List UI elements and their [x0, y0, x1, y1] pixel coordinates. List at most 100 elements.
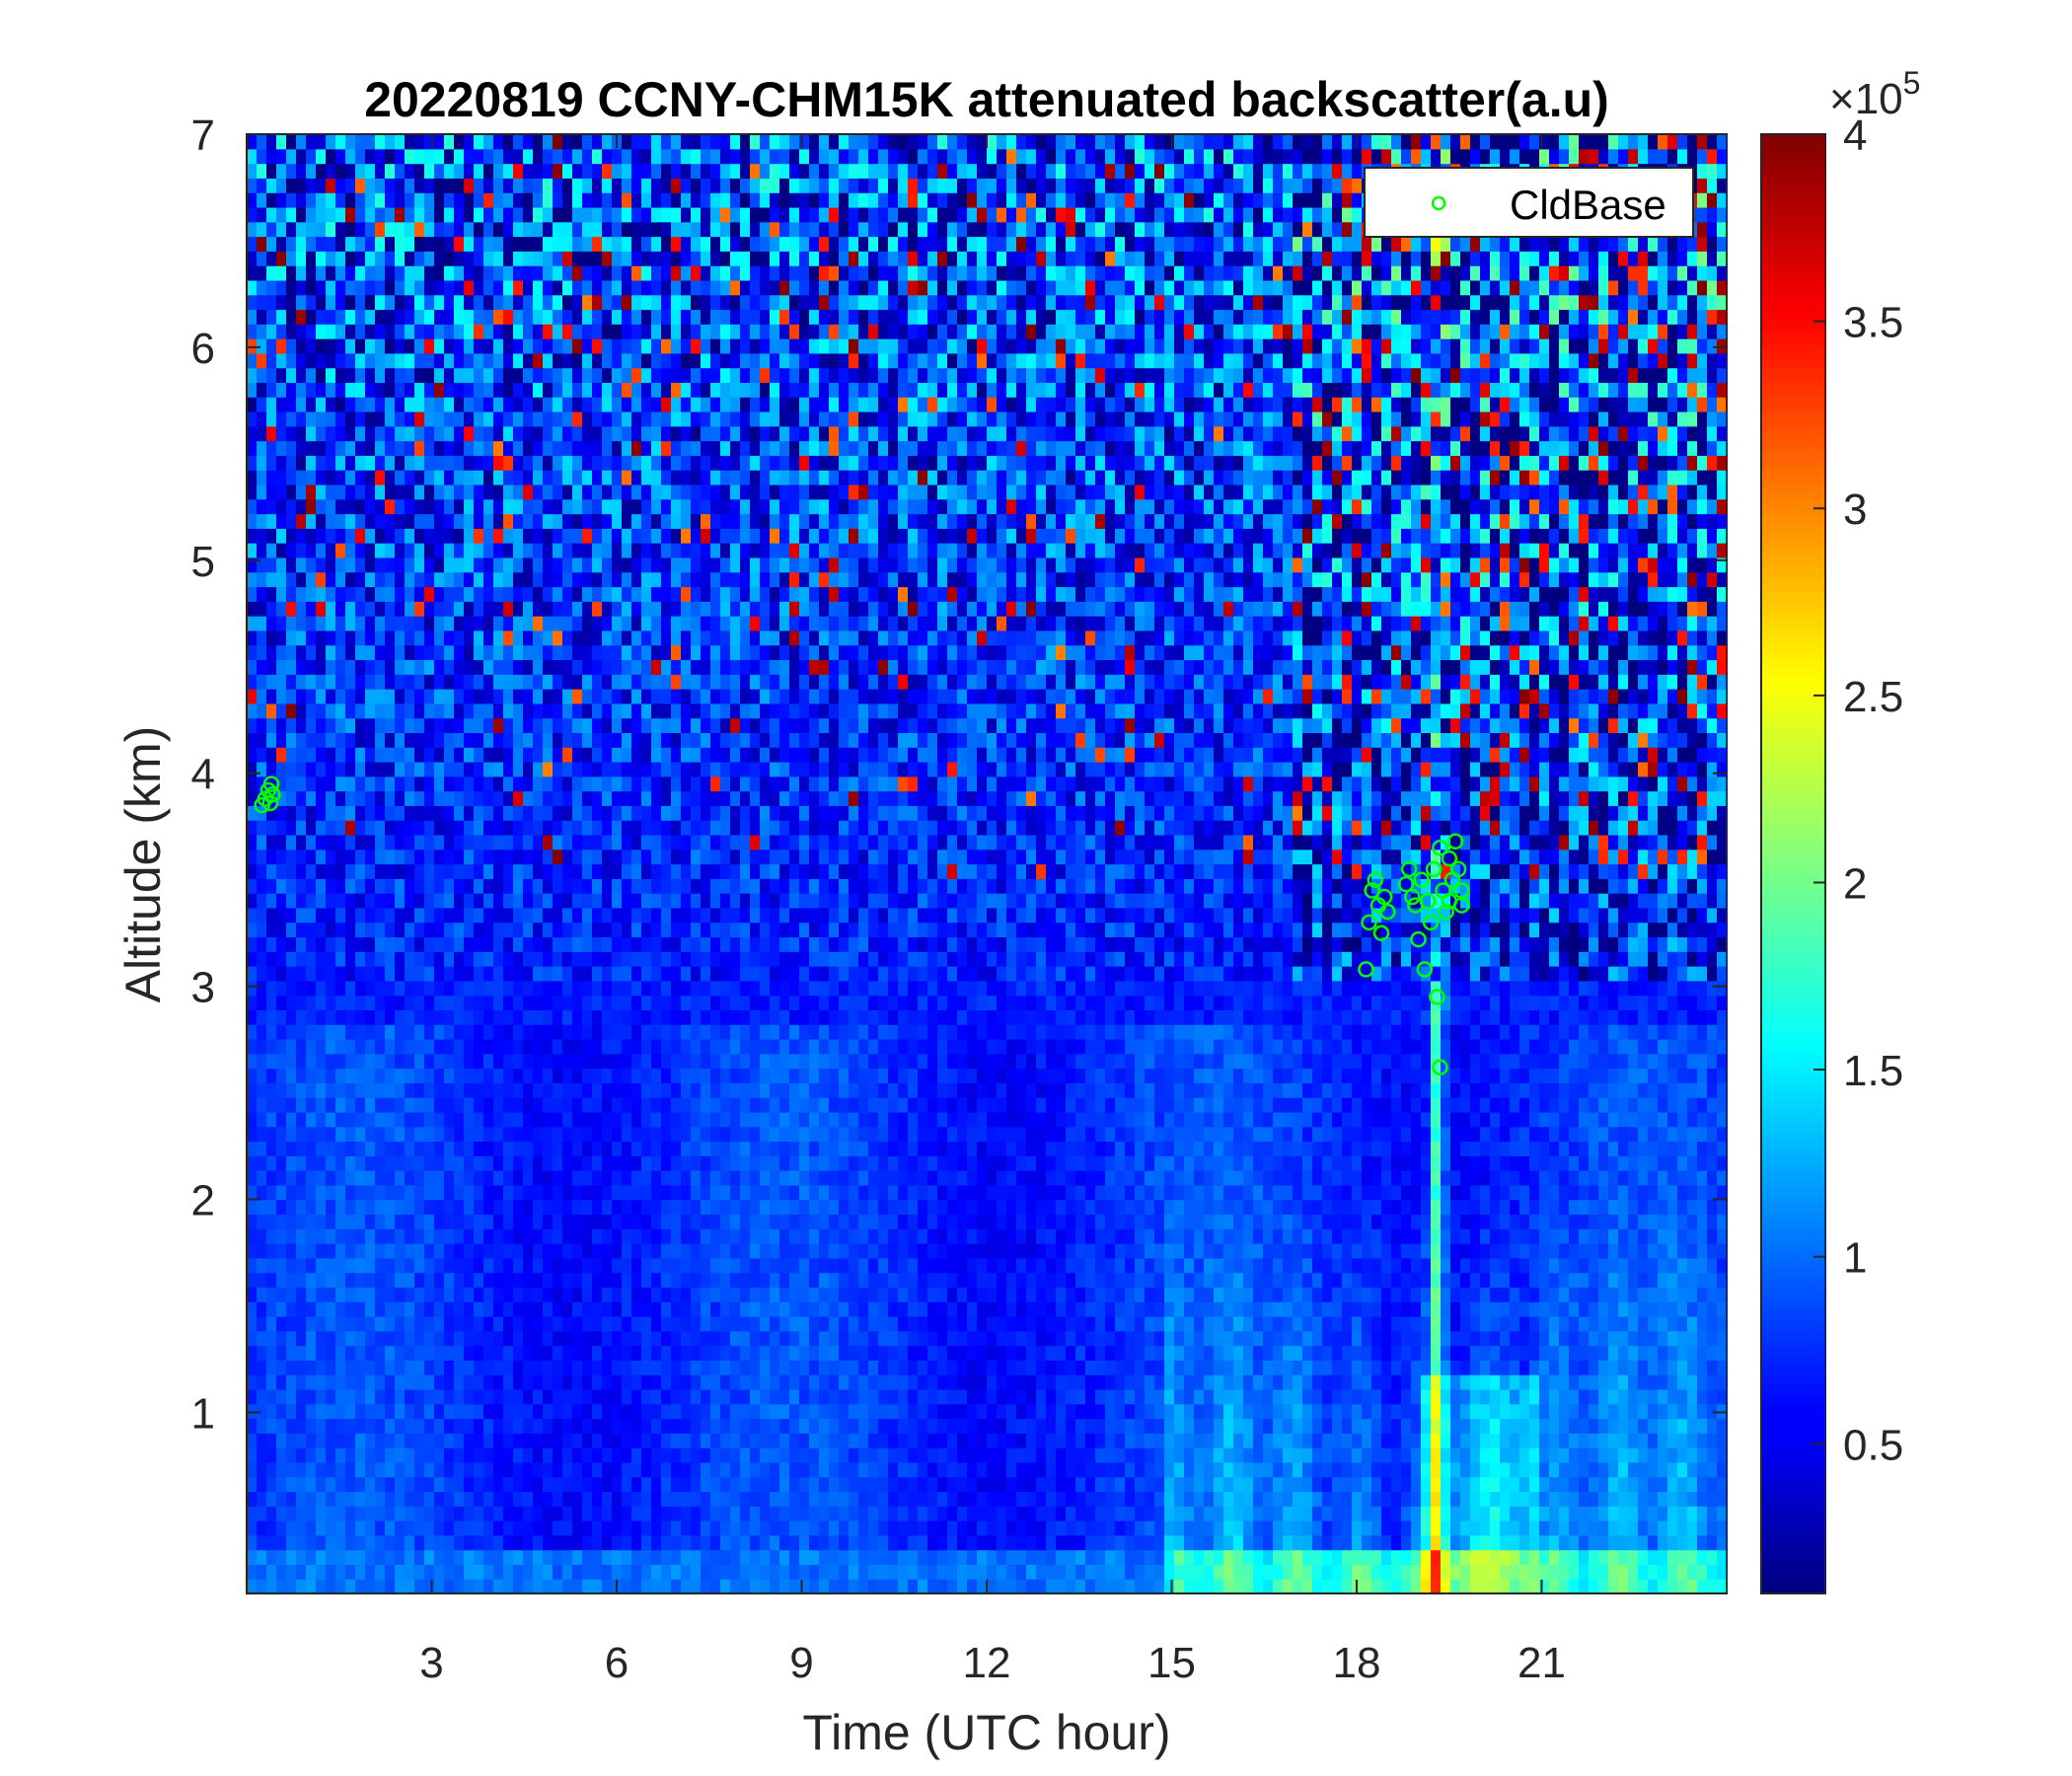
heatmap-cell — [523, 251, 534, 266]
heatmap-cell — [701, 411, 711, 427]
heatmap-cell — [335, 178, 346, 193]
heatmap-cell — [454, 338, 465, 354]
heatmap-cell — [710, 674, 721, 690]
heatmap-cell — [572, 1345, 583, 1361]
heatmap-cell — [503, 907, 514, 924]
heatmap-cell — [503, 629, 514, 646]
heatmap-cell — [503, 820, 514, 836]
heatmap-cell — [395, 178, 406, 193]
heatmap-cell — [513, 1243, 524, 1259]
heatmap-cell — [493, 805, 504, 821]
heatmap-cell — [523, 498, 534, 515]
heatmap-cell — [405, 980, 415, 997]
heatmap-cell — [691, 980, 702, 997]
heatmap-cell — [691, 1272, 702, 1289]
heatmap-cell — [562, 922, 573, 938]
heatmap-cell — [523, 556, 534, 573]
heatmap-cell — [375, 1579, 386, 1593]
heatmap-cell — [266, 338, 277, 354]
heatmap-cell — [681, 294, 692, 311]
heatmap-cell — [671, 251, 682, 266]
heatmap-cell — [355, 1418, 366, 1434]
heatmap-cell — [631, 425, 642, 442]
heatmap-cell — [622, 629, 632, 646]
heatmap-cell — [582, 1433, 593, 1448]
heatmap-cell — [434, 1418, 445, 1434]
heatmap-cell — [257, 1491, 267, 1507]
heatmap-cell — [385, 483, 396, 500]
heatmap-cell — [730, 397, 741, 412]
heatmap-cell — [701, 1433, 711, 1448]
heatmap-cell — [434, 543, 445, 558]
heatmap-cell — [543, 513, 554, 529]
heatmap-cell — [454, 1534, 465, 1551]
heatmap-cell — [247, 1038, 258, 1055]
heatmap-cell — [414, 163, 425, 179]
heatmap-cell — [316, 1243, 327, 1259]
heatmap-cell — [296, 790, 307, 806]
heatmap-cell — [326, 470, 336, 485]
heatmap-cell — [622, 878, 632, 894]
heatmap-cell — [405, 1301, 415, 1317]
heatmap-cell — [533, 251, 544, 266]
heatmap-cell — [454, 820, 465, 836]
heatmap-cell — [513, 338, 524, 354]
heatmap-cell — [592, 629, 603, 646]
heatmap-cell — [444, 1199, 455, 1216]
heatmap-cell — [631, 309, 642, 325]
heatmap-cell — [533, 1097, 544, 1113]
heatmap-cell — [612, 1476, 623, 1493]
heatmap-cell — [691, 513, 702, 529]
heatmap-cell — [326, 556, 336, 573]
heatmap-cell — [286, 470, 297, 485]
heatmap-cell — [562, 352, 573, 369]
heatmap-cell — [365, 1082, 376, 1098]
heatmap-cell — [533, 1009, 544, 1025]
heatmap-cell — [553, 586, 563, 602]
heatmap-cell — [464, 644, 475, 661]
heatmap-cell — [276, 1199, 287, 1216]
heatmap-cell — [247, 163, 258, 179]
heatmap-cell — [612, 995, 623, 1010]
heatmap-cell — [286, 440, 297, 456]
heatmap-cell — [355, 382, 366, 398]
heatmap-cell — [335, 206, 346, 223]
heatmap-cell — [266, 483, 277, 500]
heatmap-cell — [572, 163, 583, 179]
heatmap-cell — [414, 951, 425, 967]
heatmap-cell — [454, 309, 465, 325]
heatmap-cell — [247, 352, 258, 369]
heatmap-cell — [651, 1199, 662, 1216]
heatmap-cell — [691, 1170, 702, 1186]
heatmap-cell — [395, 1476, 406, 1493]
heatmap-cell — [345, 878, 356, 894]
heatmap-cell — [691, 192, 702, 208]
heatmap-cell — [286, 1579, 297, 1593]
heatmap-cell — [553, 1476, 563, 1493]
heatmap-cell — [553, 1170, 563, 1186]
heatmap-cell — [276, 717, 287, 733]
heatmap-cell — [493, 1228, 504, 1244]
heatmap-cell — [533, 1506, 544, 1521]
heatmap-cell — [414, 1170, 425, 1186]
heatmap-cell — [414, 820, 425, 836]
heatmap-cell — [533, 1243, 544, 1259]
heatmap-cell — [483, 1549, 494, 1566]
heatmap-cell — [533, 543, 544, 558]
heatmap-cell — [375, 1388, 386, 1405]
heatmap-cell — [276, 1155, 287, 1171]
heatmap-cell — [661, 703, 672, 719]
heatmap-cell — [405, 425, 415, 442]
heatmap-cell — [710, 513, 721, 529]
heatmap-cell — [483, 411, 494, 427]
heatmap-cell — [612, 1506, 623, 1521]
heatmap-cell — [257, 163, 267, 179]
heatmap-cell — [296, 163, 307, 179]
heatmap-cell — [385, 425, 396, 442]
heatmap-cell — [533, 1024, 544, 1040]
heatmap-cell — [405, 1097, 415, 1113]
heatmap-cell — [661, 659, 672, 675]
heatmap-cell — [533, 922, 544, 938]
heatmap-cell — [562, 236, 573, 252]
heatmap-cell — [661, 776, 672, 792]
